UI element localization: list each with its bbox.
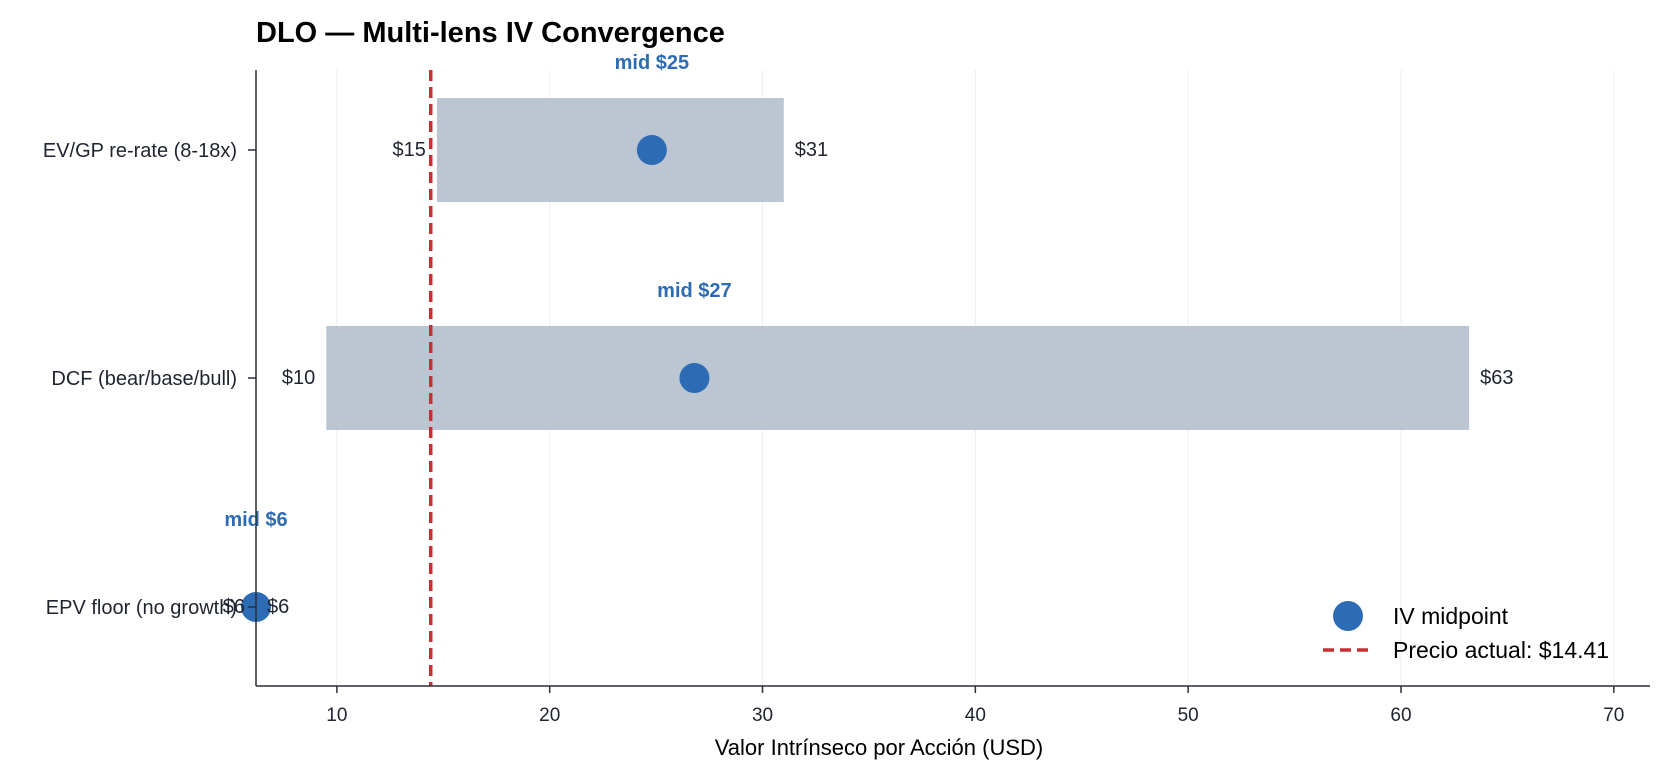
x-tick-label: 20 (539, 705, 560, 726)
range-bar (326, 326, 1470, 430)
midpoint-label: mid $27 (657, 280, 731, 302)
midpoint-label: mid $25 (615, 52, 689, 74)
x-tick-label: 50 (1178, 705, 1199, 726)
legend-price-label: Precio actual: $14.41 (1393, 637, 1609, 663)
legend-midpoint-marker (1333, 601, 1363, 631)
x-tick-label: 40 (965, 705, 986, 726)
legend: IV midpoint Precio actual: $14.41 (1323, 601, 1609, 663)
y-category-label: EPV floor (no growth) (46, 597, 237, 619)
range-bar (436, 98, 784, 202)
x-tick-label: 70 (1603, 705, 1624, 726)
x-axis-title: Valor Intrínseco por Acción (USD) (715, 735, 1044, 760)
range-low-label: $10 (282, 367, 315, 389)
midpoints (241, 135, 710, 622)
midpoint-dot (636, 135, 667, 165)
range-low-label: $15 (393, 139, 426, 161)
chart-title: DLO — Multi-lens IV Convergence (256, 17, 725, 49)
range-high-label: $63 (1480, 367, 1513, 389)
x-tick-label: 60 (1390, 705, 1411, 726)
range-low-label: $6 (223, 596, 245, 618)
axes: 10 20 30 40 50 60 70 EV/GP re-rate (8-18x) DCF (… (43, 70, 1650, 726)
range-high-label: $31 (795, 139, 828, 161)
y-category-label: DCF (bear/base/bull) (51, 368, 237, 390)
x-tick-label: 10 (326, 705, 347, 726)
legend-midpoint-label: IV midpoint (1393, 603, 1509, 629)
x-tick-label: 30 (752, 705, 773, 726)
y-category-label: EV/GP re-rate (8-18x) (43, 140, 237, 162)
range-high-label: $6 (267, 596, 289, 618)
range-bars (326, 98, 1470, 430)
midpoint-dot (679, 363, 710, 393)
